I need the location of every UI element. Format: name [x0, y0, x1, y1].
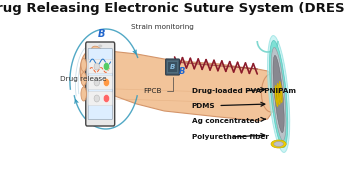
Ellipse shape	[279, 81, 283, 103]
Ellipse shape	[277, 84, 280, 104]
Ellipse shape	[81, 87, 87, 101]
Ellipse shape	[94, 95, 100, 102]
Text: FPCB: FPCB	[143, 77, 172, 94]
Text: Drug release: Drug release	[60, 76, 106, 82]
Ellipse shape	[94, 79, 100, 86]
FancyBboxPatch shape	[166, 59, 179, 75]
Ellipse shape	[271, 47, 286, 141]
FancyBboxPatch shape	[86, 42, 115, 126]
FancyBboxPatch shape	[88, 60, 112, 74]
Text: B: B	[98, 29, 105, 39]
Ellipse shape	[279, 82, 282, 102]
Ellipse shape	[81, 73, 87, 85]
Ellipse shape	[103, 94, 109, 102]
Ellipse shape	[275, 85, 278, 107]
Text: Polyurethane fiber: Polyurethane fiber	[192, 133, 269, 140]
Text: PDMS: PDMS	[192, 102, 265, 109]
Text: Strain monitoring: Strain monitoring	[131, 24, 194, 30]
Polygon shape	[92, 49, 275, 121]
FancyBboxPatch shape	[88, 49, 112, 119]
Ellipse shape	[94, 63, 100, 70]
FancyBboxPatch shape	[88, 91, 112, 105]
Ellipse shape	[269, 40, 288, 147]
Text: Drug Releasing Electronic Suture System (DRESS): Drug Releasing Electronic Suture System …	[0, 2, 345, 15]
Ellipse shape	[262, 74, 281, 112]
Ellipse shape	[271, 140, 286, 148]
Ellipse shape	[98, 44, 102, 47]
Ellipse shape	[91, 46, 102, 56]
FancyBboxPatch shape	[88, 75, 112, 90]
Ellipse shape	[103, 78, 109, 87]
Ellipse shape	[275, 86, 278, 106]
Ellipse shape	[277, 83, 280, 105]
Polygon shape	[82, 49, 92, 84]
Text: Ag concentrated: Ag concentrated	[192, 117, 265, 124]
Ellipse shape	[103, 63, 109, 70]
Ellipse shape	[273, 55, 284, 133]
Text: Drug-loaded PVA-PNIPAm: Drug-loaded PVA-PNIPAm	[192, 88, 296, 94]
Ellipse shape	[81, 59, 87, 71]
Text: B: B	[170, 64, 175, 70]
Ellipse shape	[267, 36, 290, 153]
FancyBboxPatch shape	[167, 61, 178, 73]
Ellipse shape	[274, 142, 284, 146]
Text: B: B	[179, 67, 185, 75]
Ellipse shape	[80, 51, 100, 91]
